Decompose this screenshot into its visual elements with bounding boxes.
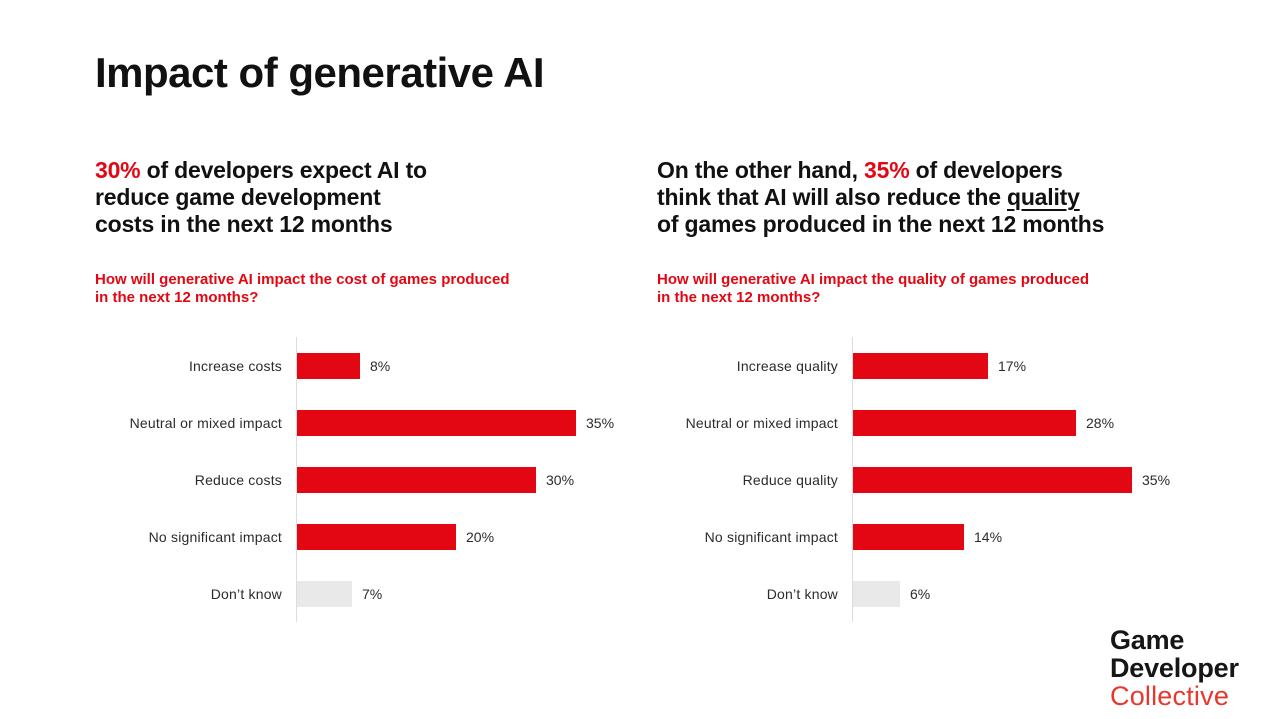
category-label: Increase quality: [736, 357, 838, 374]
value-label: 28%: [1086, 414, 1115, 431]
category-label: Reduce quality: [742, 471, 838, 488]
question-line: in the next 12 months?: [95, 289, 259, 306]
value-label: 7%: [362, 585, 383, 602]
bar-track: 30%: [296, 451, 614, 508]
bar-track: 7%: [296, 565, 614, 622]
value-label: 35%: [586, 414, 615, 431]
bar-track: 14%: [852, 508, 1170, 565]
question-line: How will generative AI impact the qualit…: [657, 271, 1090, 288]
bar-track: 6%: [852, 565, 1170, 622]
chart-row: No significant impact 20%: [95, 508, 614, 565]
headline-highlight: 35%: [864, 157, 910, 183]
category-label: Neutral or mixed impact: [129, 414, 282, 431]
headline-underlined-word: quality: [1006, 184, 1080, 210]
question-line: in the next 12 months?: [657, 289, 821, 306]
chart-row: Increase quality 17%: [651, 337, 1170, 394]
category-label: Don’t know: [766, 585, 838, 602]
bar: [852, 352, 988, 379]
chart-row: Neutral or mixed impact 35%: [95, 394, 614, 451]
headline-text: reduce game development: [95, 184, 381, 210]
bar: [852, 523, 964, 550]
bar: [296, 409, 576, 436]
headline-text: costs in the next 12 months: [95, 211, 393, 237]
bar: [296, 523, 456, 550]
value-label: 17%: [998, 357, 1027, 374]
category-label: Don’t know: [210, 585, 282, 602]
bar-track: 17%: [852, 337, 1170, 394]
bar: [852, 580, 900, 607]
headline-cost: 30% of developers expect AI to reduce gam…: [95, 157, 427, 238]
headline-text: of developers: [909, 157, 1063, 183]
value-label: 8%: [370, 357, 391, 374]
headline-line: On the other hand, 35% of developers: [657, 157, 1104, 184]
logo-line-collective: Collective: [1110, 681, 1230, 711]
bar-track: 28%: [852, 394, 1170, 451]
bar: [296, 580, 352, 607]
question-line: How will generative AI impact the cost o…: [95, 271, 510, 288]
page-title: Impact of generative AI: [95, 49, 545, 96]
headline-line: costs in the next 12 months: [95, 211, 427, 238]
y-axis-line: [852, 337, 853, 622]
headline-text: of games produced in the next 12 months: [657, 211, 1105, 237]
bar-chart-cost: Increase costs 8% Neutral or mixed impact 3…: [95, 337, 614, 622]
value-label: 14%: [974, 528, 1003, 545]
chart-question-cost: How will generative AI impact the cost o…: [95, 271, 510, 307]
category-label: No significant impact: [148, 528, 282, 545]
bar: [296, 466, 536, 493]
bar: [852, 466, 1132, 493]
chart-row: Increase costs 8%: [95, 337, 614, 394]
bar-track: 35%: [296, 394, 614, 451]
chart-row: Don’t know 7%: [95, 565, 614, 622]
bar: [852, 409, 1076, 436]
bar: [296, 352, 360, 379]
logo-line-developer: Developer: [1110, 653, 1239, 683]
category-label: Neutral or mixed impact: [685, 414, 838, 431]
headline-line: 30% of developers expect AI to: [95, 157, 427, 184]
category-label: Increase costs: [188, 357, 282, 374]
headline-text: of developers expect AI to: [140, 157, 427, 183]
headline-highlight: 30%: [95, 157, 141, 183]
bar-track: 35%: [852, 451, 1170, 508]
bar-track: 8%: [296, 337, 614, 394]
chart-question-quality: How will generative AI impact the qualit…: [657, 271, 1089, 307]
logo-line-game: Game: [1110, 625, 1185, 655]
chart-row: No significant impact 14%: [651, 508, 1170, 565]
game-developer-collective-logo: Game Developer Collective: [1110, 626, 1239, 710]
chart-row: Reduce quality 35%: [651, 451, 1170, 508]
category-label: No significant impact: [704, 528, 838, 545]
chart-row: Neutral or mixed impact 28%: [651, 394, 1170, 451]
headline-line: reduce game development: [95, 184, 427, 211]
value-label: 20%: [466, 528, 495, 545]
headline-line: of games produced in the next 12 months: [657, 211, 1104, 238]
chart-row: Reduce costs 30%: [95, 451, 614, 508]
bar-chart-quality: Increase quality 17% Neutral or mixed impa…: [651, 337, 1170, 622]
headline-text: think that AI will also reduce the: [657, 184, 1007, 210]
bar-track: 20%: [296, 508, 614, 565]
headline-text: On the other hand,: [657, 157, 865, 183]
category-label: Reduce costs: [194, 471, 282, 488]
value-label: 30%: [546, 471, 575, 488]
value-label: 35%: [1142, 471, 1171, 488]
y-axis-line: [296, 337, 297, 622]
chart-row: Don’t know 6%: [651, 565, 1170, 622]
headline-line: think that AI will also reduce the quali…: [657, 184, 1104, 211]
headline-quality: On the other hand, 35% of developers thin…: [657, 157, 1104, 238]
value-label: 6%: [910, 585, 931, 602]
